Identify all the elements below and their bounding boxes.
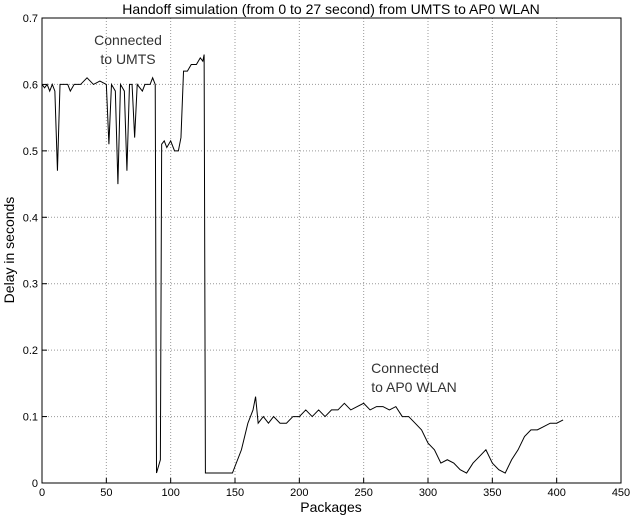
x-tick-label: 200 <box>290 487 308 499</box>
x-tick-label: 450 <box>612 487 630 499</box>
y-tick-label: 0.4 <box>23 212 38 224</box>
x-tick-label: 150 <box>226 487 244 499</box>
y-tick-label: 0.1 <box>23 412 38 424</box>
y-tick-label: 0.3 <box>23 279 38 291</box>
y-tick-label: 0.2 <box>23 345 38 357</box>
chart-title: Handoff simulation (from 0 to 27 second)… <box>122 1 540 17</box>
x-tick-label: 100 <box>161 487 179 499</box>
annotation: to UMTS <box>100 51 155 67</box>
y-axis-label: Delay in seconds <box>1 197 17 304</box>
x-tick-label: 0 <box>39 487 45 499</box>
x-axis-label: Packages <box>300 499 361 515</box>
data-line <box>41 54 564 474</box>
y-tick-label: 0.7 <box>23 13 38 25</box>
x-tick-label: 350 <box>483 487 501 499</box>
y-tick-label: 0.5 <box>23 146 38 158</box>
x-tick-label: 50 <box>100 487 112 499</box>
x-tick-label: 250 <box>354 487 372 499</box>
plot-frame <box>41 17 622 484</box>
x-tick-label: 400 <box>547 487 565 499</box>
x-tick-label: 300 <box>419 487 437 499</box>
annotation: to AP0 WLAN <box>371 379 457 395</box>
y-tick-label: 0.6 <box>23 79 38 91</box>
annotation: Connected <box>94 32 162 48</box>
y-tick-label: 0 <box>32 478 38 490</box>
annotation: Connected <box>371 360 439 376</box>
